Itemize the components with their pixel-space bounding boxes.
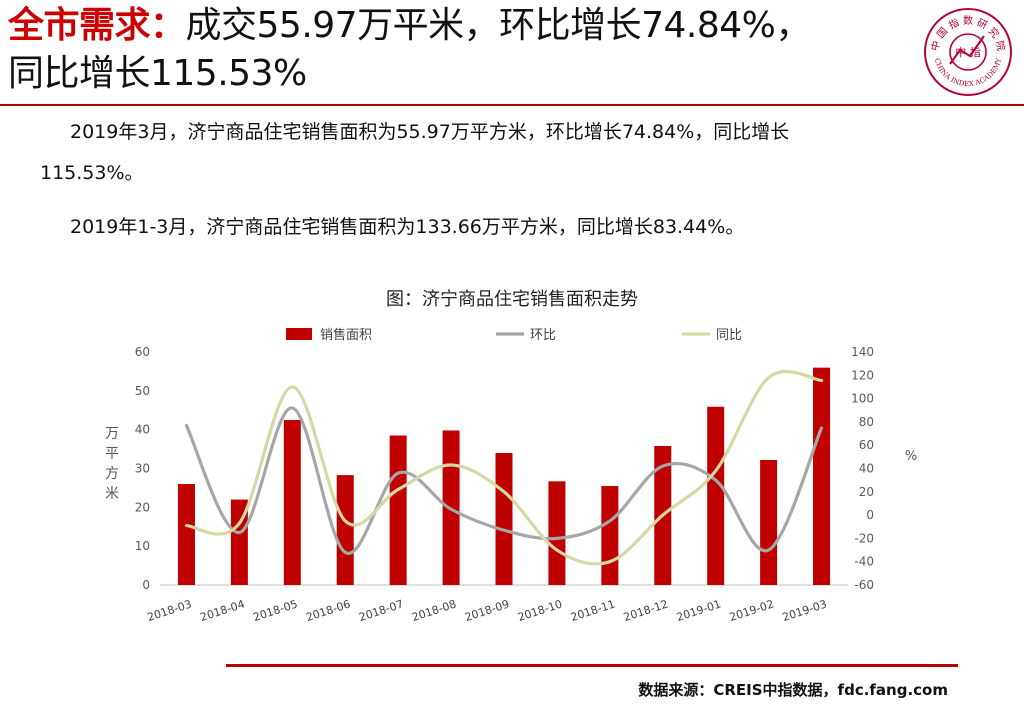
y-left-tick-label: 40 <box>135 423 150 437</box>
bar-2018-11 <box>601 485 619 585</box>
paragraph-1-line-2: 115.53%。 <box>40 162 144 184</box>
y-right-tick-label: 120 <box>851 368 874 382</box>
y-left-axis-title-char: 万 <box>105 426 119 442</box>
bar-2019-01 <box>707 406 725 585</box>
y-right-tick-label: 0 <box>866 508 874 522</box>
title-line1: 成交55.97万平米，环比增长74.84%， <box>185 5 812 46</box>
china-index-academy-logo-icon: 中 国 指 数 研 究 院 中 指 CHINA INDEX ACADEMY <box>924 8 1012 96</box>
x-tick-label: 2018-12 <box>622 597 670 624</box>
x-tick-label: 2018-09 <box>463 597 511 624</box>
series-line-环比 <box>184 406 824 555</box>
y-right-axis-title: % <box>905 449 917 464</box>
bar-2018-09 <box>495 452 513 585</box>
y-left-axis-title-char: 米 <box>105 486 119 502</box>
x-tick-label: 2018-10 <box>516 597 564 624</box>
y-left-tick-label: 10 <box>135 539 150 553</box>
data-source: 数据来源：CREIS中指数据，fdc.fang.com <box>638 681 948 699</box>
bar-2018-03 <box>177 484 195 585</box>
y-right-tick-label: 60 <box>859 438 874 452</box>
paragraph-1-line-1: 2019年3月，济宁商品住宅销售面积为55.97万平方米，环比增长74.84%，… <box>70 121 790 143</box>
y-left-axis-title-char: 平 <box>105 446 119 462</box>
bar-2018-04 <box>230 499 248 585</box>
bar-2019-03 <box>813 367 831 585</box>
y-left-axis-title-char: 方 <box>105 466 119 482</box>
x-tick-label: 2019-02 <box>728 597 776 624</box>
y-right-tick-label: -20 <box>854 531 874 545</box>
x-tick-label: 2018-03 <box>146 597 194 624</box>
chart-title: 图：济宁商品住宅销售面积走势 <box>386 289 638 310</box>
x-tick-label: 2019-01 <box>675 597 723 624</box>
legend-label: 销售面积 <box>320 327 372 343</box>
legend-label: 同比 <box>716 328 742 343</box>
bar-2018-10 <box>548 481 566 585</box>
x-tick-label: 2018-08 <box>410 597 458 624</box>
footer-divider <box>226 664 958 667</box>
y-right-tick-label: 20 <box>859 485 874 499</box>
paragraph-2: 2019年1-3月，济宁商品住宅销售面积为133.66万平方米，同比增长83.4… <box>70 216 745 238</box>
y-right-tick-label: 40 <box>859 462 874 476</box>
x-tick-label: 2018-05 <box>251 597 299 624</box>
bar-2018-07 <box>389 435 407 585</box>
bar-2018-05 <box>283 419 301 585</box>
x-tick-label: 2018-04 <box>199 597 247 624</box>
y-left-tick-label: 60 <box>135 345 150 359</box>
bar-2018-06 <box>336 475 354 585</box>
series-line-同比 <box>184 370 824 566</box>
y-left-tick-label: 30 <box>135 462 150 476</box>
title-highlight: 全市需求： <box>8 5 186 46</box>
x-tick-label: 2019-03 <box>781 597 829 624</box>
legend-swatch-销售面积 <box>286 328 312 340</box>
y-left-tick-label: 0 <box>142 578 150 592</box>
y-left-tick-label: 20 <box>135 500 150 514</box>
bar-2019-02 <box>760 459 778 585</box>
title-line2: 同比增长115.53% <box>8 53 307 94</box>
x-tick-label: 2018-07 <box>357 597 405 624</box>
y-right-tick-label: -60 <box>854 578 874 592</box>
x-tick-label: 2018-11 <box>569 597 617 624</box>
y-right-tick-label: 100 <box>851 392 874 406</box>
y-left-tick-label: 50 <box>135 384 150 398</box>
page-title: 全市需求：成交55.97万平米，环比增长74.84%， 同比增长115.53% <box>8 2 913 98</box>
y-right-tick-label: 140 <box>851 345 874 359</box>
header-divider <box>0 104 1024 106</box>
y-right-tick-label: -40 <box>854 555 874 569</box>
svg-text:CHINA INDEX ACADEMY: CHINA INDEX ACADEMY <box>933 57 1004 88</box>
sales-area-chart: 0 10 20 30 40 50 60 -60 -40 -20 0 20 40 60 80 100 120 140… <box>105 327 917 624</box>
y-right-tick-label: 80 <box>859 415 874 429</box>
x-tick-label: 2018-06 <box>304 597 352 624</box>
logo-bottom-text: CHINA INDEX ACADEMY <box>933 57 1004 88</box>
logo-center-text: 中 指 <box>955 45 981 59</box>
legend-label: 环比 <box>530 328 556 343</box>
